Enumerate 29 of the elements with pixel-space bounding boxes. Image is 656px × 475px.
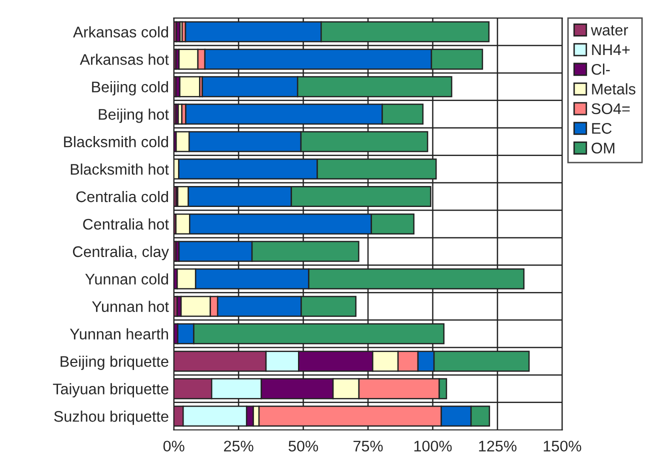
y-tick-label: Arkansas cold	[73, 26, 168, 38]
y-tick-label: Beijing cold	[92, 81, 168, 96]
y-tick-label: Taiyuan briquette	[52, 383, 168, 398]
x-tick-label: 25%	[224, 440, 254, 452]
y-tick-label: Centralia cold	[76, 190, 168, 202]
x-tick-label: 125%	[479, 440, 516, 452]
legend-label: water	[590, 25, 628, 36]
y-tick-label: Beijing hot	[98, 108, 169, 123]
legend-label: Metals	[592, 83, 636, 94]
x-tick-label: 150%	[544, 440, 582, 452]
legend-label: EC	[592, 122, 612, 134]
x-tick-label: 75%	[354, 440, 383, 452]
legend-label: NH4+	[592, 44, 630, 55]
y-tick-label: Yunnan hot	[92, 300, 169, 312]
y-tick-label: Centralia, clay	[72, 246, 169, 260]
y-tick-label: Arkansas hot	[80, 54, 169, 65]
y-tick-label: Blacksmith cold	[64, 136, 168, 148]
y-tick-label: Yunnan hearth	[70, 328, 168, 340]
legend-label: SO4=	[592, 103, 630, 114]
y-tick-label: Yunnan cold	[85, 273, 168, 285]
x-tick-label: 0%	[163, 440, 184, 452]
y-tick-label: Centralia hot	[83, 218, 169, 230]
y-tick-label: Suzhou briquette	[54, 410, 168, 425]
x-tick-label: 100%	[414, 440, 452, 452]
y-tick-label: Beijing briquette	[60, 356, 168, 370]
legend-label: Cl-	[592, 64, 610, 75]
legend-label: OM	[592, 142, 614, 154]
y-tick-label: Blacksmith hot	[70, 164, 169, 175]
x-tick-label: 50%	[288, 440, 318, 452]
